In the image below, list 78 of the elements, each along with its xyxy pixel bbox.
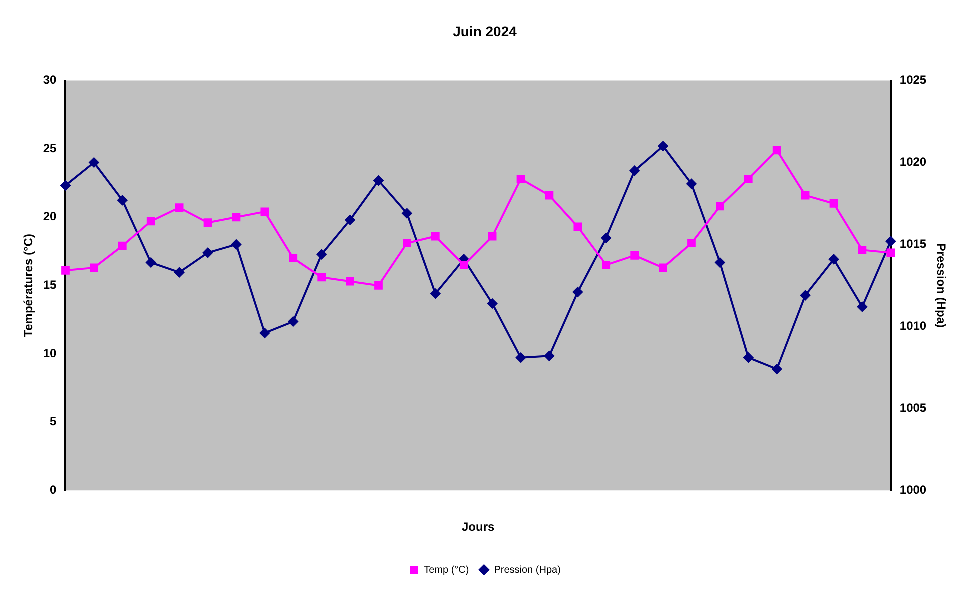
point [289,254,298,263]
point [488,232,497,241]
point [488,298,498,309]
point [829,254,839,264]
y-tick-label: 5 [50,414,58,429]
point [431,232,440,241]
y2-tick-label: 1025 [900,73,927,88]
point [146,258,156,268]
y-axis-title: Températures (°C) [22,234,36,338]
point [886,248,896,258]
y2-tick-label: 1015 [900,237,927,252]
point [516,352,526,363]
point [402,208,412,219]
y-tick-label: 0 [50,482,58,497]
point [574,222,582,232]
point [60,180,71,191]
y-tick-label: 25 [43,141,58,156]
point [460,261,468,270]
point [288,316,298,327]
point [403,239,412,248]
y-tick-label: 20 [43,210,58,224]
point [686,179,697,190]
y2-tick-label: 1020 [900,155,927,170]
point [830,200,838,208]
y2-tick-label: 1010 [900,318,927,333]
point [430,288,441,299]
point [658,141,668,152]
point [858,246,867,254]
point [374,282,383,290]
point [118,242,127,250]
point [659,264,668,272]
point [260,328,270,338]
legend-label: Temp (°C) [424,564,470,576]
point [231,240,242,250]
chart-title: Juin 2024 [453,23,518,40]
point [772,146,782,155]
point [800,290,811,301]
point [688,239,696,248]
point [316,250,327,260]
point [715,258,726,268]
point [744,352,754,363]
point [572,287,583,298]
point [716,202,724,211]
point [174,268,185,278]
point [801,191,810,200]
point [744,174,753,184]
point [601,233,612,244]
point [544,351,554,362]
point [374,176,384,186]
point [175,204,184,212]
point [260,208,270,216]
point [118,195,128,206]
point [602,261,611,270]
point [886,236,896,246]
legend-label: Pression (Hpa) [494,564,561,576]
point [516,174,526,184]
point [346,277,354,286]
point [630,166,640,176]
point [62,266,70,275]
y2-axis-title: Pression (Hpa) [934,243,948,328]
point [204,218,212,228]
point [545,191,554,200]
y-tick-label: 10 [43,346,58,360]
y2-tick-label: 1005 [900,400,927,415]
point [857,302,868,312]
point [345,215,356,226]
point [89,158,100,168]
point [232,213,241,222]
point [630,251,640,260]
y2-tick-label: 1000 [900,482,927,497]
y-tick-label: 30 [43,73,58,88]
point [772,364,782,374]
x-axis-title: Jours [462,520,495,534]
point [318,273,326,282]
point [90,264,98,272]
point [146,217,156,226]
point [203,248,214,258]
y-tick-label: 15 [43,278,58,292]
